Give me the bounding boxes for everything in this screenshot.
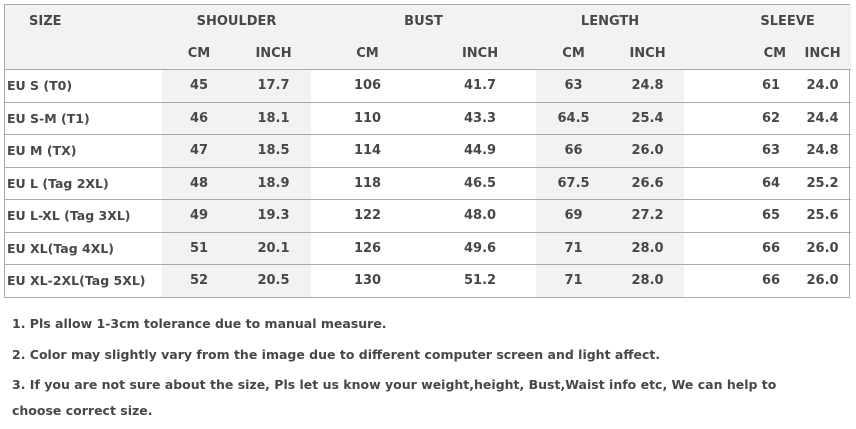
cell-bust-inch: 41.7 bbox=[424, 69, 537, 102]
cell-sleeve-inch: 25.6 bbox=[794, 199, 852, 232]
note-1: 1. Pls allow 1-3cm tolerance due to manu… bbox=[12, 316, 387, 331]
cell-sleeve-cm: 63 bbox=[684, 134, 795, 167]
cell-bust-cm: 122 bbox=[311, 199, 425, 232]
table-row: EU XL-2XL(Tag 5XL) 52 20.5 130 51.2 71 28.0 66 2… bbox=[5, 264, 852, 297]
table-row: EU S (T0) 45 17.7 106 41.7 63 24.8 61 24.0 bbox=[5, 69, 852, 102]
cell-size: EU S (T0) bbox=[5, 69, 162, 102]
cell-sleeve-inch: 24.4 bbox=[794, 101, 852, 135]
header-row-groups: SIZE SHOULDER BUST LENGTH SLEEVE bbox=[5, 5, 852, 37]
header-unit-inch: INCH bbox=[804, 45, 841, 61]
cell-shoulder-inch: 20.5 bbox=[236, 264, 312, 297]
cell-bust-cm: 130 bbox=[311, 264, 425, 297]
table-row: EU L-XL (Tag 3XL) 49 19.3 122 48.0 69 27.2 65 25… bbox=[5, 199, 852, 232]
cell-sleeve-inch: 26.0 bbox=[794, 231, 852, 265]
cell-shoulder-cm: 45 bbox=[162, 69, 236, 102]
cell-sleeve-inch: 26.0 bbox=[794, 264, 852, 297]
header-unit-cm: CM bbox=[562, 45, 585, 61]
cell-length-inch: 26.0 bbox=[611, 134, 685, 167]
cell-bust-inch: 49.6 bbox=[424, 231, 537, 265]
cell-bust-inch: 48.0 bbox=[424, 199, 537, 232]
header-blank bbox=[5, 37, 162, 70]
cell-sleeve-cm: 66 bbox=[684, 231, 795, 265]
table-row: EU XL(Tag 4XL) 51 20.1 126 49.6 71 28.0 66 26.0 bbox=[5, 231, 852, 265]
cell-bust-cm: 114 bbox=[311, 134, 425, 167]
cell-sleeve-cm: 66 bbox=[684, 264, 795, 297]
size-chart-table: SIZE SHOULDER BUST LENGTH SLEEVE CM INCH… bbox=[4, 4, 852, 298]
header-bust: BUST bbox=[404, 13, 443, 29]
cell-length-cm: 71 bbox=[536, 231, 612, 265]
header-size: SIZE bbox=[29, 13, 62, 29]
cell-length-inch: 25.4 bbox=[611, 101, 685, 135]
cell-bust-inch: 43.3 bbox=[424, 101, 537, 135]
cell-shoulder-cm: 52 bbox=[162, 264, 236, 297]
cell-bust-inch: 51.2 bbox=[424, 264, 537, 297]
cell-length-cm: 71 bbox=[536, 264, 612, 297]
cell-bust-cm: 110 bbox=[311, 101, 425, 135]
cell-length-cm: 67.5 bbox=[536, 166, 612, 200]
cell-size: EU M (TX) bbox=[5, 134, 162, 167]
header-unit-inch: INCH bbox=[255, 45, 292, 61]
cell-length-inch: 27.2 bbox=[611, 199, 685, 232]
cell-shoulder-cm: 51 bbox=[162, 231, 236, 265]
cell-shoulder-cm: 46 bbox=[162, 101, 236, 135]
header-shoulder: SHOULDER bbox=[196, 13, 277, 29]
cell-bust-cm: 126 bbox=[311, 231, 425, 265]
cell-sleeve-cm: 64 bbox=[684, 166, 795, 200]
note-2: 2. Color may slightly vary from the imag… bbox=[12, 346, 661, 362]
cell-shoulder-inch: 20.1 bbox=[236, 231, 312, 265]
cell-bust-inch: 46.5 bbox=[424, 166, 537, 200]
cell-length-inch: 28.0 bbox=[611, 231, 685, 265]
cell-shoulder-cm: 47 bbox=[162, 134, 236, 167]
notes: 1. Pls allow 1-3cm tolerance due to manu… bbox=[12, 311, 782, 429]
cell-sleeve-cm: 65 bbox=[684, 199, 795, 232]
cell-shoulder-inch: 19.3 bbox=[236, 199, 312, 232]
cell-sleeve-inch: 24.0 bbox=[794, 69, 852, 102]
cell-bust-cm: 106 bbox=[311, 69, 425, 102]
cell-length-inch: 26.6 bbox=[611, 166, 685, 200]
cell-size: EU L-XL (Tag 3XL) bbox=[5, 199, 162, 232]
table-row: EU L (Tag 2XL) 48 18.9 118 46.5 67.5 26.6 64 25.… bbox=[5, 166, 852, 200]
header-unit-cm: CM bbox=[763, 45, 787, 61]
cell-length-cm: 66 bbox=[536, 134, 612, 167]
cell-shoulder-inch: 18.9 bbox=[236, 166, 312, 200]
header-unit-inch: INCH bbox=[629, 45, 666, 61]
cell-sleeve-inch: 25.2 bbox=[794, 166, 852, 200]
cell-shoulder-cm: 48 bbox=[162, 166, 236, 200]
cell-sleeve-inch: 24.8 bbox=[794, 134, 852, 167]
cell-size: EU S-M (T1) bbox=[5, 101, 162, 135]
cell-size: EU XL(Tag 4XL) bbox=[5, 231, 162, 265]
cell-bust-cm: 118 bbox=[311, 166, 425, 200]
cell-sleeve-cm: 62 bbox=[684, 101, 795, 135]
cell-length-cm: 63 bbox=[536, 69, 612, 102]
header-length: LENGTH bbox=[580, 13, 640, 29]
header-unit-inch: INCH bbox=[461, 45, 499, 61]
cell-shoulder-inch: 17.7 bbox=[236, 69, 312, 102]
cell-length-cm: 64.5 bbox=[536, 101, 612, 135]
cell-size: EU XL-2XL(Tag 5XL) bbox=[5, 264, 162, 297]
header-unit-cm: CM bbox=[187, 45, 211, 61]
table-row: EU S-M (T1) 46 18.1 110 43.3 64.5 25.4 62 24.4 bbox=[5, 101, 852, 135]
cell-length-inch: 24.8 bbox=[611, 69, 685, 102]
cell-length-inch: 28.0 bbox=[611, 264, 685, 297]
header-unit-cm: CM bbox=[356, 45, 379, 61]
cell-shoulder-cm: 49 bbox=[162, 199, 236, 232]
cell-length-cm: 69 bbox=[536, 199, 612, 232]
table-row: EU M (TX) 47 18.5 114 44.9 66 26.0 63 24.8 bbox=[5, 134, 852, 167]
cell-sleeve-cm: 61 bbox=[684, 69, 795, 102]
cell-size: EU L (Tag 2XL) bbox=[5, 166, 162, 200]
header-sleeve: SLEEVE bbox=[760, 13, 815, 29]
header-row-units: CM INCH CM INCH CM INCH CM INCH bbox=[5, 37, 852, 70]
cell-shoulder-inch: 18.5 bbox=[236, 134, 312, 167]
cell-bust-inch: 44.9 bbox=[424, 134, 537, 167]
note-3: 3. If you are not sure about the size, P… bbox=[12, 377, 777, 418]
cell-shoulder-inch: 18.1 bbox=[236, 101, 312, 135]
